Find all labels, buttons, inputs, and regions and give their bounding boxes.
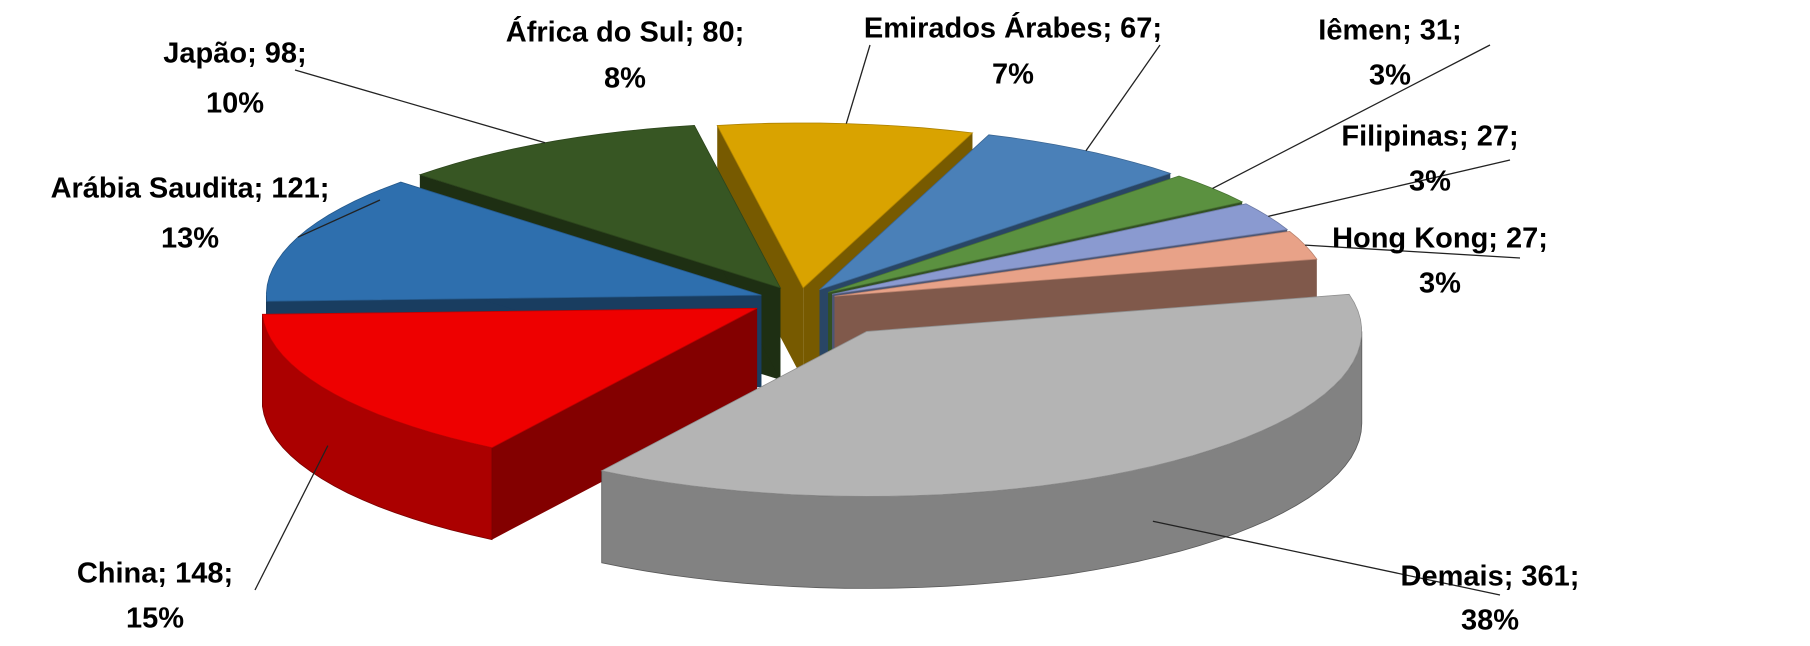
data-label-percent: 38% (1461, 605, 1519, 637)
slice (265, 181, 762, 302)
leader-line (1305, 244, 1521, 259)
slice (819, 134, 1172, 291)
slice (716, 122, 974, 289)
data-label-percent: 3% (1369, 60, 1411, 92)
data-label-percent: 7% (992, 59, 1034, 91)
slice (261, 307, 758, 449)
slice (828, 175, 1244, 293)
data-label-percent: 8% (604, 63, 646, 95)
data-label: Emirados Árabes; 67; (864, 11, 1162, 45)
data-label-percent: 13% (161, 223, 219, 255)
data-label-percent: 10% (206, 88, 264, 120)
data-label: Arábia Saudita; 121; (51, 173, 330, 205)
slice (834, 230, 1318, 297)
leader-line (845, 44, 871, 124)
data-label: Hong Kong; 27; (1332, 223, 1548, 255)
data-label: China; 148; (77, 558, 233, 590)
slice (600, 293, 1363, 497)
data-label: Demais; 361; (1401, 561, 1580, 593)
data-label: Filipinas; 27; (1341, 121, 1518, 153)
leader-line (1152, 520, 1501, 596)
leader-line (1085, 44, 1161, 152)
data-label-percent: 3% (1409, 166, 1451, 198)
leader-line (294, 69, 546, 144)
leader-line (297, 199, 381, 238)
leader-line (1268, 159, 1511, 217)
slice (418, 124, 782, 289)
data-label-percent: 15% (126, 603, 184, 635)
data-label: Japão; 98; (163, 38, 306, 70)
leader-line (1212, 44, 1491, 189)
data-label: Iêmen; 31; (1318, 15, 1461, 47)
leader-line (254, 445, 329, 591)
data-label-percent: 3% (1419, 268, 1461, 300)
data-label: África do Sul; 80; (506, 15, 745, 49)
